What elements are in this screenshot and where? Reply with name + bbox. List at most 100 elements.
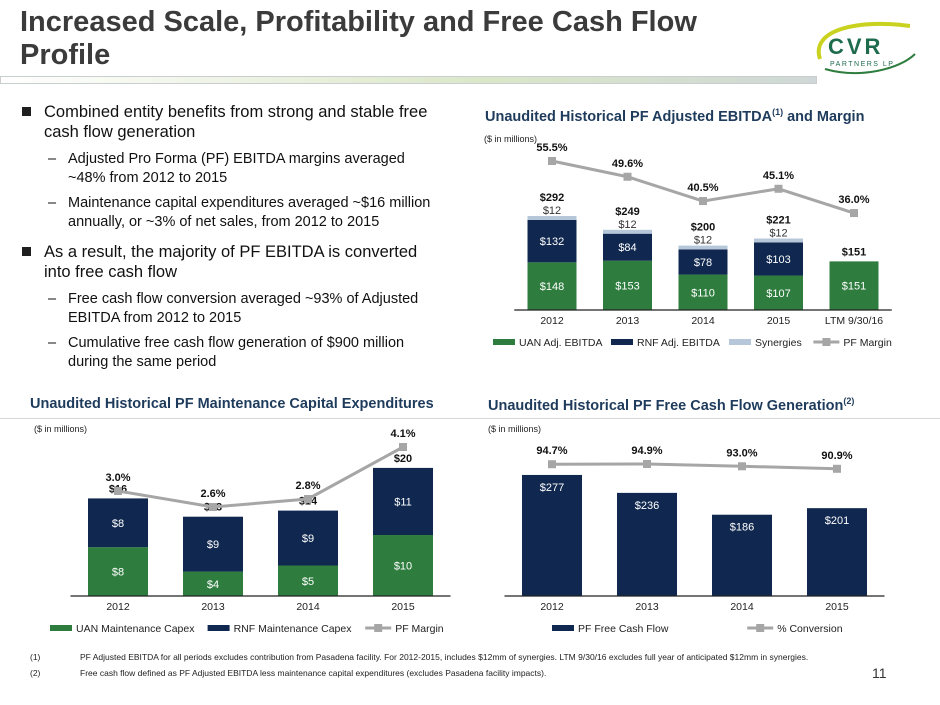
data-label: $12 xyxy=(694,235,712,247)
sub-bullet: – Cumulative free cash flow generation of… xyxy=(48,335,405,370)
line-label: 93.0% xyxy=(726,447,757,459)
bar-uan-maintenance-capex xyxy=(183,571,243,596)
line-label: 2.8% xyxy=(295,480,320,492)
legend-swatch xyxy=(729,339,751,345)
unit-note: ($ in millions) xyxy=(484,134,537,144)
total-label: $249 xyxy=(615,206,639,218)
line-marker xyxy=(833,464,841,473)
line-label: 94.7% xyxy=(536,445,567,457)
x-tick-label: 2015 xyxy=(767,315,791,327)
legend-label: RNF Adj. EBITDA xyxy=(637,337,720,349)
bar-uan-adj-ebitda xyxy=(829,261,879,310)
total-label: $292 xyxy=(540,192,564,204)
legend-label: PF Margin xyxy=(843,337,892,349)
total-label: $20 xyxy=(394,453,412,465)
sub-bullet: – Maintenance capital expenditures averag… xyxy=(48,195,431,230)
line-marker xyxy=(738,462,746,471)
legend-label: RNF Maintenance Capex xyxy=(234,623,353,635)
bar-pf-free-cash-flow xyxy=(807,508,867,596)
svg-text:PARTNERS LP: PARTNERS LP xyxy=(830,61,894,68)
data-label: $4 xyxy=(207,579,219,591)
data-label: $236 xyxy=(635,500,659,512)
line-marker xyxy=(850,209,858,218)
data-label: $5 xyxy=(302,576,314,588)
footnote: (1) PF Adjusted EBITDA for all periods ex… xyxy=(30,652,809,662)
x-tick-label: LTM 9/30/16 xyxy=(825,315,883,327)
bar-synergies xyxy=(678,245,728,250)
capex-chart: ($ in millions)$8$8$162012$4$9$132013$5$… xyxy=(34,424,451,635)
line-label: 36.0% xyxy=(838,194,869,206)
bar-rnf-adj-ebitda xyxy=(678,249,728,275)
legend-swatch xyxy=(493,339,515,345)
bar-uan-adj-ebitda xyxy=(603,260,652,310)
sub-bullet-text: Cumulative free cash flow generation of … xyxy=(68,335,405,370)
bar-pf-free-cash-flow xyxy=(712,514,772,596)
data-label: $84 xyxy=(618,242,636,254)
cvr-partners-logo: CVR PARTNERS LP xyxy=(816,21,916,75)
chart-title-ebitda: Unaudited Historical PF Adjusted EBITDA(… xyxy=(485,107,865,125)
x-tick-label: 2015 xyxy=(825,601,849,613)
footnote: (2) Free cash flow defined as PF Adjusted… xyxy=(30,668,547,678)
data-label: $9 xyxy=(207,539,219,551)
line-marker xyxy=(114,487,122,495)
x-tick-label: 2013 xyxy=(201,601,225,613)
bar-pf-free-cash-flow xyxy=(617,492,677,596)
data-label: $148 xyxy=(540,281,564,293)
footnotes: (1) PF Adjusted EBITDA for all periods ex… xyxy=(30,652,850,679)
fcf-chart: ($ in millions) $277 2012 $236 2013 $186 2014 $… xyxy=(488,424,885,635)
legend-swatch xyxy=(207,625,230,631)
sub-bullet-text: Maintenance capital expenditures average… xyxy=(68,195,431,230)
legend-label: UAN Adj. EBITDA xyxy=(519,337,602,349)
line-pf-margin xyxy=(117,445,404,509)
data-label: $277 xyxy=(540,482,564,494)
bullet-text: As a result, the majority of PF EBITDA i… xyxy=(44,243,418,281)
line-label: 45.1% xyxy=(763,170,794,182)
bar-uan-maintenance-capex xyxy=(278,565,338,596)
data-label: $153 xyxy=(615,280,639,292)
bar-rnf-maintenance-capex xyxy=(278,510,338,566)
data-label: $103 xyxy=(766,254,790,266)
bar-rnf-maintenance-capex xyxy=(373,467,433,535)
sub-bullet-text: Adjusted Pro Forma (PF) EBITDA margins a… xyxy=(68,151,405,186)
line-marker xyxy=(643,460,651,468)
data-label: $12 xyxy=(543,205,561,217)
bar-uan-adj-ebitda xyxy=(678,274,728,310)
data-label: $186 xyxy=(730,522,754,534)
legend-swatch xyxy=(611,339,633,345)
legend-swatch xyxy=(50,625,72,631)
line-label: 94.9% xyxy=(631,445,662,457)
x-tick-label: 2012 xyxy=(106,601,130,613)
x-tick-label: 2012 xyxy=(540,315,564,327)
unit-note: ($ in millions) xyxy=(34,424,87,434)
data-label: $201 xyxy=(825,515,849,527)
line-marker xyxy=(304,495,312,503)
legend-marker xyxy=(822,338,831,346)
line-marker xyxy=(699,197,707,206)
data-label: $12 xyxy=(769,228,787,240)
legend-label: PF Margin xyxy=(395,623,444,635)
legend-swatch xyxy=(552,625,574,631)
line-marker xyxy=(399,443,407,451)
line-label: 49.6% xyxy=(612,158,643,170)
page-title: Increased Scale, Profitability and Free … xyxy=(20,6,697,71)
sub-bullet-text: Free cash flow conversion averaged ~93% … xyxy=(68,291,419,326)
line-label: 55.5% xyxy=(536,142,567,154)
line-label: 3.0% xyxy=(105,472,130,484)
bar-uan-maintenance-capex xyxy=(88,547,148,596)
total-label: $221 xyxy=(766,215,790,227)
bullet-list: Combined entity benefits from strong and… xyxy=(22,102,444,372)
line--conversion xyxy=(551,462,838,471)
data-label: $110 xyxy=(691,287,715,299)
x-tick-label: 2014 xyxy=(730,601,754,613)
unit-note: ($ in millions) xyxy=(488,424,541,434)
line-marker xyxy=(623,172,632,181)
data-label: $10 xyxy=(394,561,412,573)
x-tick-label: 2013 xyxy=(616,315,640,327)
bar-uan-adj-ebitda xyxy=(527,262,577,310)
data-label: $9 xyxy=(302,533,314,545)
total-label: $200 xyxy=(691,222,715,234)
data-label: $78 xyxy=(694,257,712,269)
data-label: $11 xyxy=(394,496,412,508)
page-number: 11 xyxy=(872,665,887,681)
bar-synergies xyxy=(527,215,577,220)
